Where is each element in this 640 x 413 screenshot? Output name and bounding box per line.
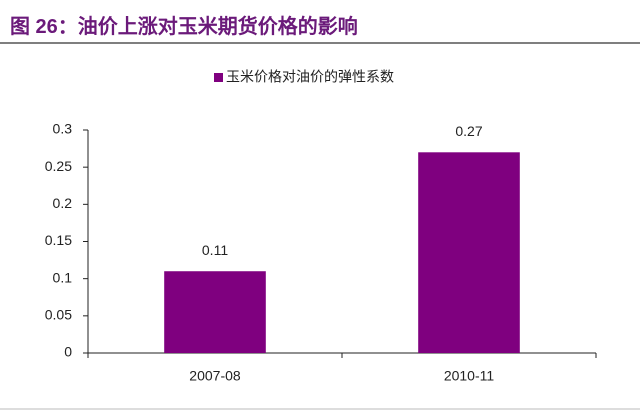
bar — [418, 152, 520, 353]
data-label: 0.27 — [455, 123, 482, 139]
y-tick-label: 0.3 — [53, 121, 73, 137]
y-tick-label: 0.25 — [45, 158, 72, 174]
y-tick-label: 0 — [64, 344, 72, 360]
data-label: 0.11 — [202, 242, 228, 258]
chart-title: 图 26：油价上涨对玉米期货价格的影响 — [10, 14, 358, 38]
bar — [164, 271, 266, 353]
legend-label: 玉米价格对油价的弹性系数 — [226, 69, 394, 85]
y-tick-label: 0.2 — [53, 195, 73, 211]
x-tick-label: 2010-11 — [444, 368, 495, 384]
x-tick-label: 2007-08 — [189, 368, 241, 384]
y-tick-label: 0.1 — [53, 269, 73, 285]
y-tick-label: 0.15 — [45, 232, 72, 248]
legend-swatch — [214, 73, 223, 82]
y-tick-label: 0.05 — [45, 307, 72, 323]
